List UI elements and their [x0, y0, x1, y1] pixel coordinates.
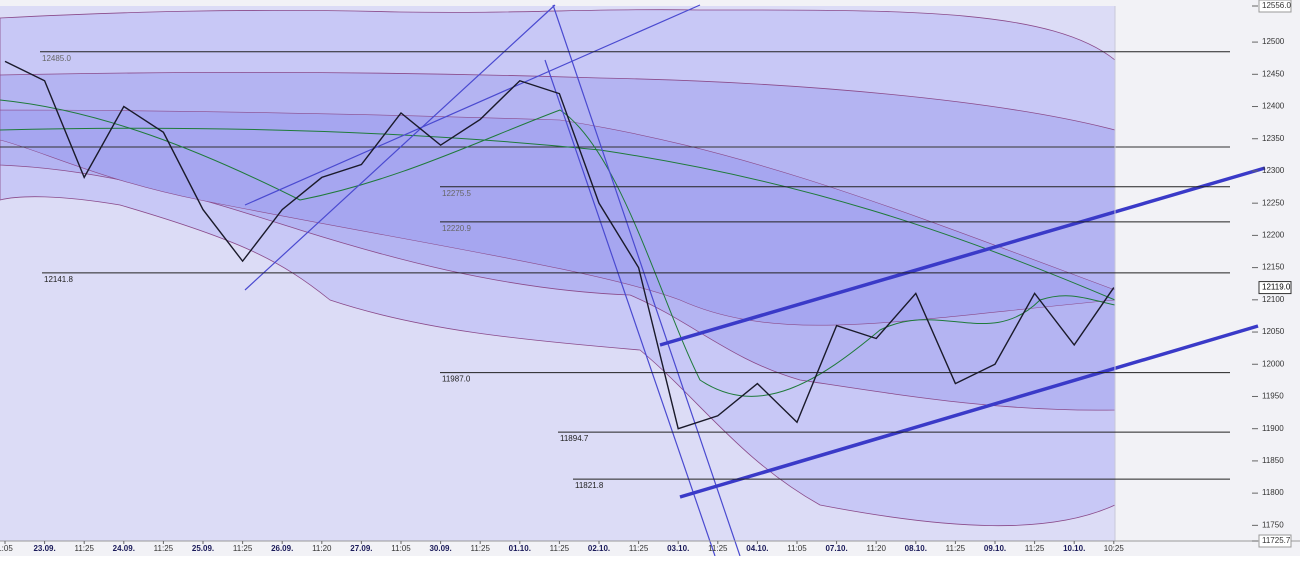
level-label: 11987.0	[442, 375, 471, 384]
trend-line	[244, 4, 556, 291]
y-tick-label: 12556.0	[1262, 1, 1291, 10]
y-tick-label: 12250	[1262, 198, 1285, 207]
y-tick-label: 12050	[1262, 327, 1285, 336]
x-tick-label: 01.10.	[509, 544, 531, 553]
x-tick-label: 03.10.	[667, 544, 689, 553]
level-label: 12485.0	[42, 54, 71, 63]
y-tick-box	[1258, 534, 1292, 548]
x-tick-label: 11:25	[74, 544, 94, 553]
trend-line	[244, 4, 701, 206]
x-tick-label: 07.10.	[825, 544, 847, 553]
x-tick-label: 26.09.	[271, 544, 293, 553]
x-tick-label: 25.09.	[192, 544, 214, 553]
y-tick-label: 11950	[1262, 392, 1284, 401]
last-price-box	[1258, 281, 1292, 295]
x-tick-label: 11:05	[391, 544, 411, 553]
y-tick-box	[1258, 0, 1292, 13]
x-tick-label: 24.09.	[113, 544, 135, 553]
x-tick-label: 04.10.	[746, 544, 768, 553]
x-tick-label: 11:25	[708, 544, 728, 553]
x-tick-label: 09.10.	[984, 544, 1006, 553]
moving-average	[0, 127, 1116, 301]
y-tick-label: 12500	[1262, 37, 1285, 46]
x-tick-label: 11:20	[312, 544, 332, 553]
y-tick-label: 11750	[1262, 520, 1284, 529]
level-label: 12141.8	[44, 275, 73, 284]
x-tick-label: 11:25	[233, 544, 253, 553]
y-tick-label: 11725.7	[1262, 536, 1291, 545]
y-tick-label: 12450	[1262, 69, 1285, 78]
level-label: 12275.5	[442, 189, 471, 198]
x-tick-label: 11:05	[787, 544, 807, 553]
x-tick-label: 27.09.	[350, 544, 372, 553]
price-line	[4, 60, 1115, 430]
x-tick-label: 11:25	[946, 544, 966, 553]
y-tick-label: 11800	[1262, 488, 1284, 497]
x-tick-label: 11:25	[550, 544, 570, 553]
x-tick-label: 10:25	[1104, 544, 1125, 553]
x-tick-label: 08.10.	[905, 544, 927, 553]
channel-line	[679, 324, 1259, 499]
channel-line	[659, 166, 1266, 347]
core-band	[0, 109, 1116, 326]
x-tick-label: 11:25	[1025, 544, 1045, 553]
y-tick-label: 12300	[1262, 166, 1285, 175]
level-label: 11894.7	[560, 434, 589, 443]
last-price-label: 12119.0	[1262, 283, 1291, 292]
y-tick-label: 12200	[1262, 230, 1285, 239]
x-tick-label: 11:20	[866, 544, 886, 553]
y-tick-label: 12000	[1262, 359, 1285, 368]
level-label: 11821.8	[575, 481, 604, 490]
y-tick-label: 12350	[1262, 134, 1285, 143]
x-tick-label: 30.09.	[429, 544, 451, 553]
x-tick-label: 11:25	[470, 544, 490, 553]
y-tick-label: 12100	[1262, 295, 1285, 304]
trend-line	[552, 4, 741, 557]
level-label: 12220.9	[442, 224, 471, 233]
moving-average	[0, 99, 1116, 397]
y-tick-label: 12150	[1262, 263, 1285, 272]
y-tick-label: 12400	[1262, 102, 1285, 111]
x-tick-label: 10.10.	[1063, 544, 1085, 553]
y-tick-label: 11850	[1262, 456, 1284, 465]
trend-line	[544, 59, 716, 557]
x-tick-label: 23.09.	[33, 544, 55, 553]
x-tick-label: 02.10.	[588, 544, 610, 553]
x-tick-label: 11:25	[154, 544, 174, 553]
x-tick-label: 1:05	[0, 544, 13, 553]
y-tick-label: 11900	[1262, 424, 1284, 433]
x-tick-label: 11:25	[629, 544, 649, 553]
